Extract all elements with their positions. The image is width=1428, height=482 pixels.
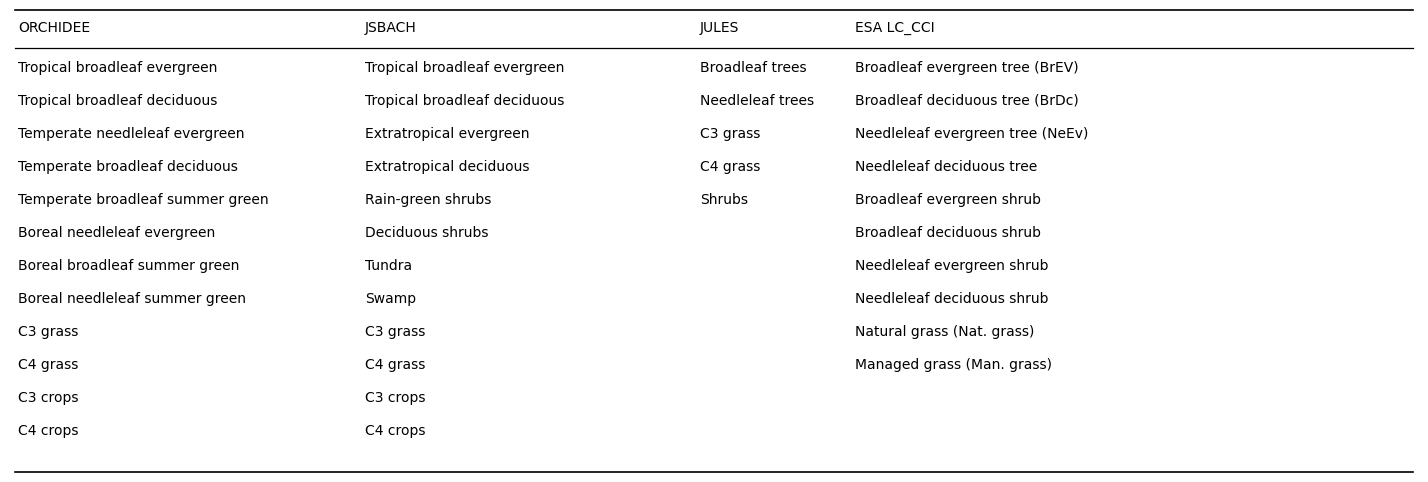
Text: Needleleaf deciduous tree: Needleleaf deciduous tree	[855, 160, 1037, 174]
Text: Needleleaf evergreen tree (NeEv): Needleleaf evergreen tree (NeEv)	[855, 127, 1088, 141]
Text: Boreal broadleaf summer green: Boreal broadleaf summer green	[19, 259, 240, 273]
Text: Shrubs: Shrubs	[700, 193, 748, 207]
Text: Broadleaf deciduous shrub: Broadleaf deciduous shrub	[855, 226, 1041, 240]
Text: C4 grass: C4 grass	[700, 160, 760, 174]
Text: Rain-green shrubs: Rain-green shrubs	[366, 193, 491, 207]
Text: Extratropical evergreen: Extratropical evergreen	[366, 127, 530, 141]
Text: C4 grass: C4 grass	[366, 358, 426, 372]
Text: Tundra: Tundra	[366, 259, 413, 273]
Text: C3 grass: C3 grass	[366, 325, 426, 339]
Text: C3 grass: C3 grass	[19, 325, 79, 339]
Text: Broadleaf deciduous tree (BrDc): Broadleaf deciduous tree (BrDc)	[855, 94, 1078, 108]
Text: Temperate broadleaf deciduous: Temperate broadleaf deciduous	[19, 160, 238, 174]
Text: JULES: JULES	[700, 21, 740, 35]
Text: Deciduous shrubs: Deciduous shrubs	[366, 226, 488, 240]
Text: Boreal needleleaf summer green: Boreal needleleaf summer green	[19, 292, 246, 306]
Text: Needleleaf deciduous shrub: Needleleaf deciduous shrub	[855, 292, 1048, 306]
Text: Broadleaf evergreen tree (BrEV): Broadleaf evergreen tree (BrEV)	[855, 61, 1078, 75]
Text: Temperate broadleaf summer green: Temperate broadleaf summer green	[19, 193, 268, 207]
Text: Broadleaf trees: Broadleaf trees	[700, 61, 807, 75]
Text: C3 crops: C3 crops	[366, 391, 426, 405]
Text: Needleleaf evergreen shrub: Needleleaf evergreen shrub	[855, 259, 1048, 273]
Text: Broadleaf evergreen shrub: Broadleaf evergreen shrub	[855, 193, 1041, 207]
Text: Boreal needleleaf evergreen: Boreal needleleaf evergreen	[19, 226, 216, 240]
Text: C4 crops: C4 crops	[366, 424, 426, 438]
Text: Tropical broadleaf deciduous: Tropical broadleaf deciduous	[366, 94, 564, 108]
Text: Needleleaf trees: Needleleaf trees	[700, 94, 814, 108]
Text: ESA LC_CCI: ESA LC_CCI	[855, 21, 934, 35]
Text: C3 crops: C3 crops	[19, 391, 79, 405]
Text: Swamp: Swamp	[366, 292, 416, 306]
Text: Tropical broadleaf evergreen: Tropical broadleaf evergreen	[19, 61, 217, 75]
Text: ORCHIDEE: ORCHIDEE	[19, 21, 90, 35]
Text: Temperate needleleaf evergreen: Temperate needleleaf evergreen	[19, 127, 244, 141]
Text: Natural grass (Nat. grass): Natural grass (Nat. grass)	[855, 325, 1034, 339]
Text: C4 grass: C4 grass	[19, 358, 79, 372]
Text: C3 grass: C3 grass	[700, 127, 760, 141]
Text: Tropical broadleaf deciduous: Tropical broadleaf deciduous	[19, 94, 217, 108]
Text: JSBACH: JSBACH	[366, 21, 417, 35]
Text: Extratropical deciduous: Extratropical deciduous	[366, 160, 530, 174]
Text: Managed grass (Man. grass): Managed grass (Man. grass)	[855, 358, 1052, 372]
Text: Tropical broadleaf evergreen: Tropical broadleaf evergreen	[366, 61, 564, 75]
Text: C4 crops: C4 crops	[19, 424, 79, 438]
